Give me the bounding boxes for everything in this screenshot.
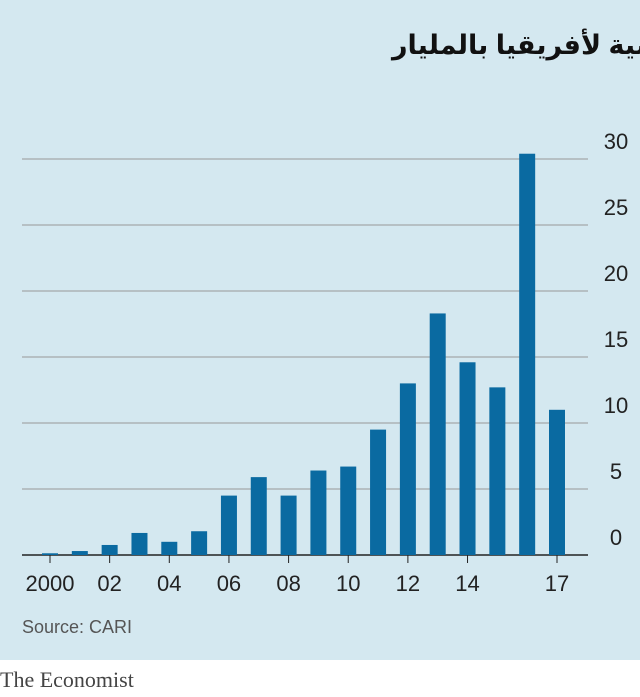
x-tick-label: 17 xyxy=(545,571,569,596)
x-tick-label: 02 xyxy=(97,571,121,596)
y-tick-label: 5 xyxy=(610,459,622,484)
bar xyxy=(191,531,208,555)
y-tick-label: 10 xyxy=(604,393,628,418)
x-tick-label: 14 xyxy=(455,571,479,596)
bar xyxy=(399,383,416,555)
bar xyxy=(101,544,118,555)
chart-title: القروض الصينية لأفريقيا بالمليار xyxy=(390,28,640,61)
bar xyxy=(161,541,178,555)
bar xyxy=(549,409,565,555)
y-tick-label: 20 xyxy=(604,261,628,286)
bar xyxy=(42,553,58,555)
y-tick-label: 30 xyxy=(604,129,628,154)
x-tick-label: 12 xyxy=(396,571,420,596)
bar xyxy=(71,551,88,555)
x-tick-label: 2000 xyxy=(26,571,75,596)
bar xyxy=(280,495,297,555)
brand: The Economist xyxy=(0,667,134,692)
bar xyxy=(310,470,327,555)
bar xyxy=(220,495,237,555)
bar xyxy=(489,387,506,555)
bar xyxy=(370,429,387,555)
x-tick-label: 04 xyxy=(157,571,181,596)
bar xyxy=(250,477,267,555)
y-tick-label: 15 xyxy=(604,327,628,352)
source: Source: CARI xyxy=(22,617,132,637)
bar xyxy=(519,153,536,555)
y-tick-label: 0 xyxy=(610,525,622,550)
y-tick-label: 25 xyxy=(604,195,628,220)
bar xyxy=(459,362,476,555)
x-tick-label: 08 xyxy=(276,571,300,596)
bar xyxy=(131,532,148,555)
bar xyxy=(340,466,357,555)
x-tick-label: 10 xyxy=(336,571,360,596)
bar xyxy=(429,313,446,555)
chart-background xyxy=(0,0,640,660)
x-tick-label: 06 xyxy=(217,571,241,596)
